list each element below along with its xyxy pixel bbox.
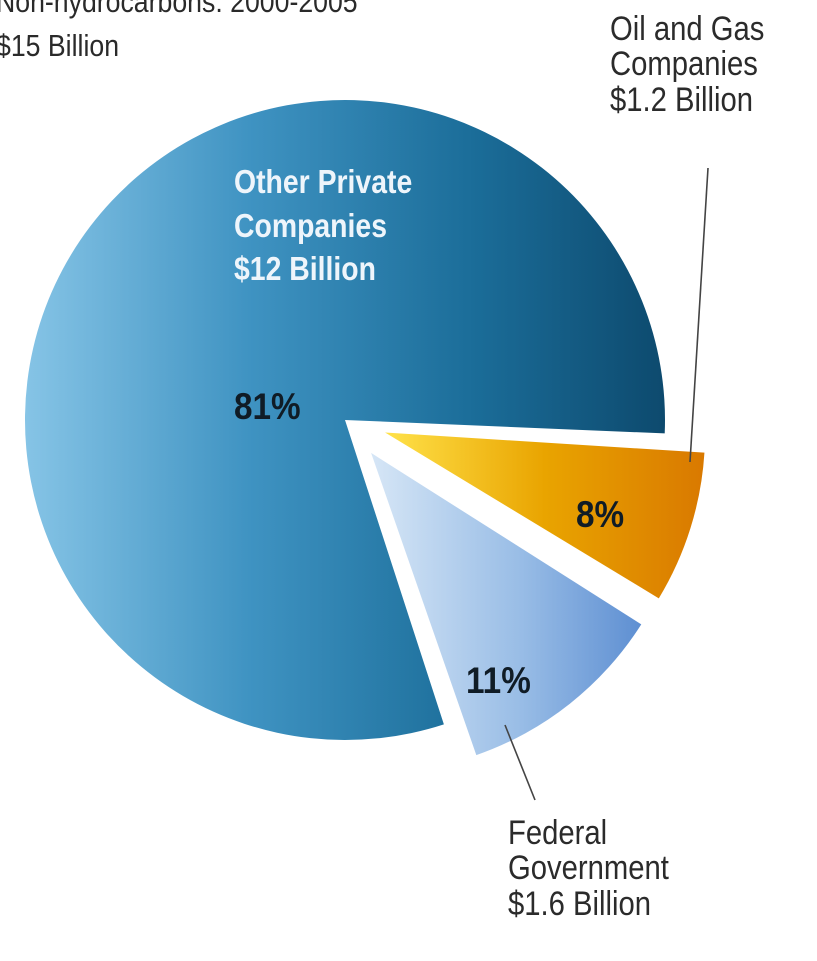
slice-label-line: Federal <box>508 814 608 852</box>
slice-value-federal-government: 11% <box>466 660 531 701</box>
slice-value-other-private: 81% <box>234 386 301 427</box>
slice-label-line: Other Private <box>234 163 413 200</box>
chart-title-line-1: Non-hydrocarbons: 2000-2005 <box>0 0 358 19</box>
leader-line-federal-government <box>504 724 536 801</box>
pie-slice-oil-and-gas <box>385 432 705 599</box>
slice-label-other-private: Other Private Companies $12 Billion <box>234 160 412 291</box>
slice-label-line: Government <box>508 849 669 888</box>
slice-label-line: $12 Billion <box>234 250 376 288</box>
slice-label-line: Companies <box>234 206 387 244</box>
chart-title-line-2: $15 Billion <box>0 28 120 63</box>
slice-value-oil-and-gas: 8% <box>576 494 625 535</box>
pie-slice-other-private <box>25 99 665 740</box>
slice-label-line: $1.6 Billion <box>508 884 652 923</box>
slice-label-oil-and-gas: Oil and Gas Companies $1.2 Billion <box>610 10 765 119</box>
slice-label-line: $1.2 Billion <box>610 80 754 119</box>
slice-label-line: Companies <box>610 45 758 84</box>
slice-label-federal-government: Federal Government $1.6 Billion <box>508 814 669 923</box>
slice-label-line: Oil and Gas <box>610 10 765 48</box>
leader-line-oil-and-gas <box>689 167 709 463</box>
pie-slice-federal-government <box>371 452 642 756</box>
